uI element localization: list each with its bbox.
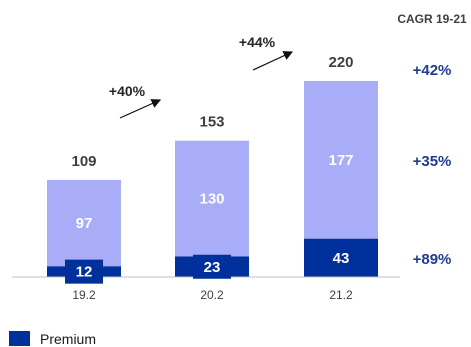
- x-tick-label-19.2: 19.2: [72, 288, 96, 302]
- other-value-label-19.2: 97: [76, 215, 93, 232]
- premium-label-box-21.2: [322, 245, 360, 270]
- x-tick-label-21.2: 21.2: [329, 288, 353, 302]
- premium-value-label-19.2: 12: [76, 264, 93, 281]
- other-value-label-20.2: 130: [199, 191, 224, 208]
- total-label-19.2: 109: [71, 153, 96, 170]
- bar-other-19.2: [47, 179, 121, 267]
- bar-other-20.2: [175, 140, 249, 257]
- bar-other-21.2: [304, 81, 378, 239]
- cagr-total: +42%: [413, 62, 452, 79]
- premium-value-label-20.2: 23: [204, 259, 221, 276]
- cagr-premium: +89%: [413, 251, 452, 268]
- labels-layer: 12 97 109 19.2 23 130 153 20.2 43 177 220 21.2: [65, 54, 360, 302]
- total-label-21.2: 220: [328, 54, 353, 71]
- premium-value-label-21.2: 43: [333, 250, 350, 267]
- premium-label-box-20.2: [193, 254, 231, 279]
- growth-arrow-2: [252, 51, 294, 71]
- legend-swatch-premium: [9, 331, 30, 346]
- growth-label-1: +40%: [109, 83, 146, 99]
- premium-label-box-19.2: [65, 259, 103, 284]
- x-tick-label-20.2: 20.2: [200, 288, 224, 302]
- total-label-20.2: 153: [199, 114, 224, 131]
- cagr-other: +35%: [413, 153, 452, 170]
- growth-arrow-1: [119, 99, 162, 119]
- growth-label-2: +44%: [239, 34, 276, 50]
- cagr-header: CAGR 19-21: [397, 12, 467, 26]
- other-value-label-21.2: 177: [328, 152, 353, 169]
- legend-label-premium: Premium: [40, 331, 96, 347]
